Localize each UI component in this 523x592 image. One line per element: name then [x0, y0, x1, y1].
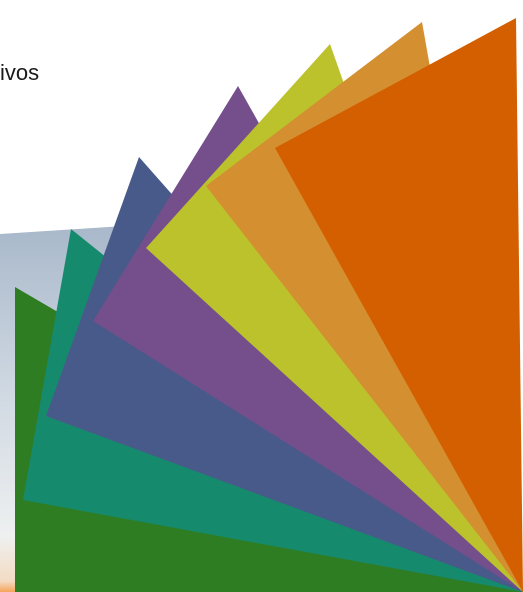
slide-title-fragment: ivos: [0, 60, 40, 85]
fan-panel-orange: [275, 18, 523, 592]
